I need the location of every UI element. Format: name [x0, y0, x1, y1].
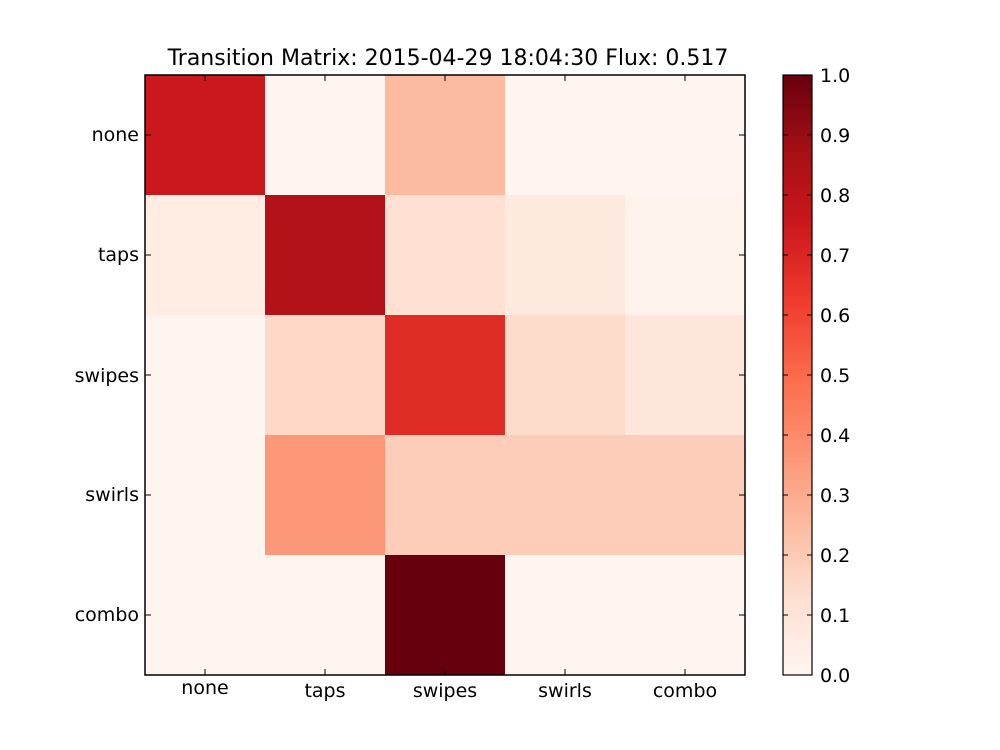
heatmap-cell-combo-swipes: [385, 555, 506, 676]
colorbar-ticks: [783, 74, 812, 676]
heatmap-cell-swirls-none: [145, 435, 266, 556]
heatmap-cells: [145, 75, 746, 676]
heatmap-cell-none-none: [145, 75, 266, 196]
heatmap-cell-taps-swipes: [385, 195, 506, 316]
colorbar: 0.0 0.1 0.2 0.3 0.4 0.5 0.6 0.7 0.8 0.9 …: [782, 65, 850, 687]
heatmap-cell-swipes-swipes: [385, 315, 506, 436]
heatmap-cell-swipes-none: [145, 315, 266, 436]
colorbar-tick-label-2: 0.2: [820, 545, 850, 567]
axis-ticks: [145, 75, 745, 675]
y-tick-label-none: none: [92, 124, 139, 146]
heatmap-cell-swipes-swirls: [505, 315, 626, 436]
colorbar-tick-label-9: 0.9: [820, 125, 850, 147]
y-tick-label-swipes: swipes: [75, 365, 139, 387]
colorbar-tick-label-0: 0.0: [820, 665, 850, 687]
heatmap-cell-combo-taps: [265, 555, 386, 676]
heatmap-cell-none-combo: [625, 75, 746, 196]
heatmap-cell-taps-none: [145, 195, 266, 316]
colorbar-tick-label-4: 0.4: [820, 425, 850, 447]
y-tick-label-taps: taps: [98, 244, 139, 266]
heatmap-cell-swirls-combo: [625, 435, 746, 556]
y-tick-labels: none taps swipes swirls combo: [75, 124, 139, 626]
heatmap-cell-swirls-swipes: [385, 435, 506, 556]
heatmap-cell-combo-swirls: [505, 555, 626, 676]
y-tick-label-combo: combo: [75, 604, 139, 626]
heatmap-cell-taps-taps: [265, 195, 386, 316]
heatmap-cell-swipes-taps: [265, 315, 386, 436]
heatmap-cell-none-taps: [265, 75, 386, 196]
x-tick-label-combo: combo: [653, 680, 717, 702]
x-tick-label-taps: taps: [304, 680, 345, 702]
heatmap-cell-none-swipes: [385, 75, 506, 196]
heatmap-cell-swipes-combo: [625, 315, 746, 436]
colorbar-tick-label-5: 0.5: [820, 365, 850, 387]
colorbar-tick-label-8: 0.8: [820, 185, 850, 207]
colorbar-tick-label-3: 0.3: [820, 485, 850, 507]
colorbar-tick-label-1: 0.1: [820, 605, 850, 627]
colorbar-tick-label-10: 1.0: [820, 65, 850, 87]
heatmap-cell-swirls-swirls: [505, 435, 626, 556]
heatmap-cell-swirls-taps: [265, 435, 386, 556]
x-tick-label-none: none: [181, 677, 228, 699]
heatmap-cell-combo-combo: [625, 555, 746, 676]
x-tick-label-swirls: swirls: [538, 680, 592, 702]
colorbar-tick-label-7: 0.7: [820, 245, 850, 267]
x-tick-label-swipes: swipes: [413, 680, 477, 702]
x-tick-labels: none taps swipes swirls combo: [181, 677, 717, 702]
colorbar-tick-label-6: 0.6: [820, 305, 850, 327]
heatmap-cell-combo-none: [145, 555, 266, 676]
chart-title: Transition Matrix: 2015-04-29 18:04:30 F…: [167, 46, 729, 71]
heatmap-cell-none-swirls: [505, 75, 626, 196]
y-tick-label-swirls: swirls: [85, 484, 139, 506]
heatmap-cell-taps-swirls: [505, 195, 626, 316]
colorbar-tick-labels: 0.0 0.1 0.2 0.3 0.4 0.5 0.6 0.7 0.8 0.9 …: [820, 65, 850, 687]
heatmap-cell-taps-combo: [625, 195, 746, 316]
